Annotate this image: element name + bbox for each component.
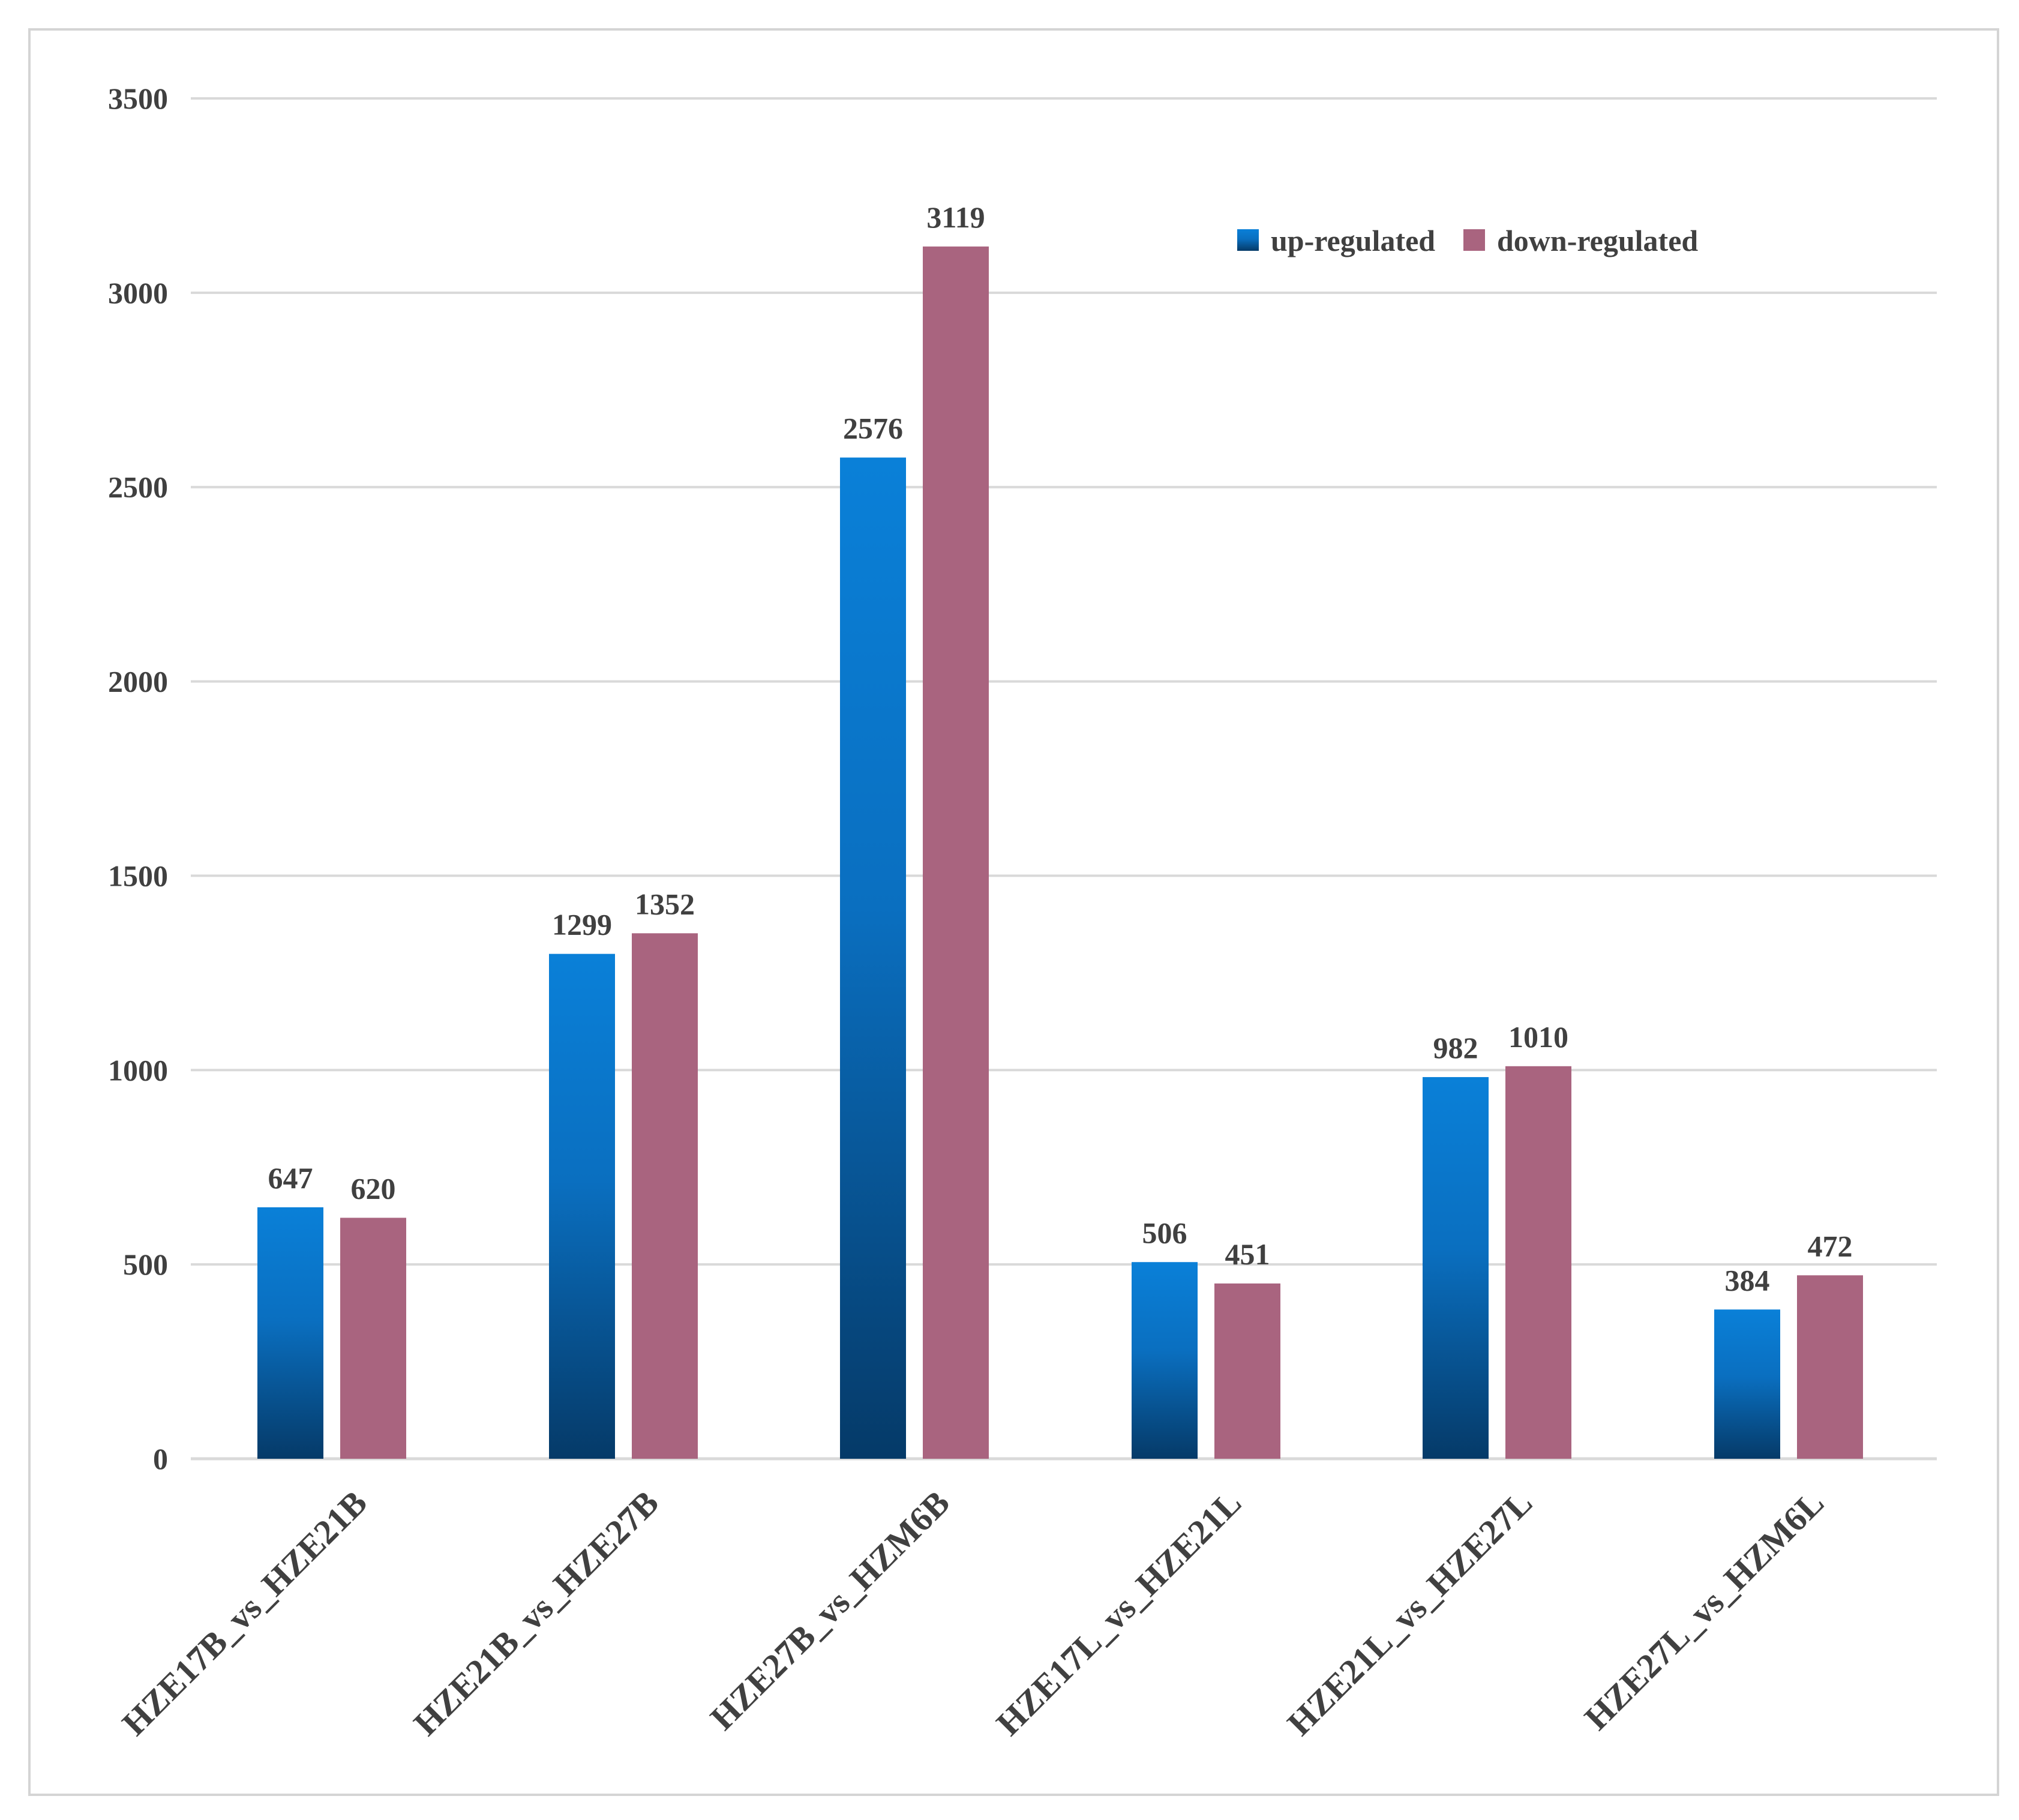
gridlines [191,97,1937,1461]
bar-up-regulated [1132,1262,1198,1459]
legend: up-regulated down-regulated [1237,224,1698,257]
data-label-down: 1010 [1508,1020,1568,1054]
bar-up-regulated [1423,1077,1489,1459]
bar-up-regulated [549,954,615,1459]
x-category-label: HZE27B_vs_HZM6B [703,1483,957,1737]
legend-swatch-down-regulated [1463,229,1485,251]
x-category-label: HZE27L_vs_HZM6L [1577,1483,1831,1737]
y-tick-label: 2500 [108,470,168,504]
data-label-up: 982 [1433,1031,1478,1065]
y-tick-label: 3000 [108,276,168,310]
y-tick-label: 500 [123,1248,168,1281]
legend-swatch-up-regulated [1237,229,1259,251]
legend-label-down-regulated: down-regulated [1497,224,1698,257]
bar-down-regulated [1214,1283,1280,1459]
x-category-label: HZE17B_vs_HZE21B [115,1483,374,1743]
data-label-up: 1299 [552,908,612,942]
x-category-label: HZE17L_vs_HZE21L [989,1483,1249,1743]
bar-down-regulated [340,1218,406,1459]
y-axis-ticks: 0 500 1000 1500 2000 2500 3000 3500 [108,82,168,1476]
bar-up-regulated [257,1207,323,1459]
bar-down-regulated [923,246,989,1459]
x-category-label: HZE21B_vs_HZE27B [406,1483,666,1743]
data-label-down: 472 [1808,1229,1853,1263]
bar-up-regulated [1714,1309,1780,1459]
data-label-down: 1352 [635,887,695,921]
legend-label-up-regulated: up-regulated [1271,224,1435,257]
data-label-up: 2576 [843,411,903,445]
y-tick-label: 1500 [108,859,168,892]
x-axis-categories: HZE17B_vs_HZE21B HZE21B_vs_HZE27B HZE27B_v… [115,1483,1831,1743]
data-label-down: 620 [351,1171,396,1205]
data-label-down: 3119 [926,200,985,234]
x-category-label: HZE21L_vs_HZE27L [1280,1483,1540,1743]
chart-frame [28,28,1999,1796]
bar-down-regulated [1797,1275,1863,1459]
data-label-down: 451 [1225,1237,1270,1271]
data-labels: 647 620 1299 1352 2576 3119 506 451 982 1010 384 47… [268,200,1853,1297]
y-tick-label: 2000 [108,665,168,698]
data-label-up: 506 [1142,1216,1187,1249]
y-tick-label: 1000 [108,1053,168,1087]
bar-down-regulated [632,933,698,1459]
y-tick-label: 3500 [108,82,168,115]
data-label-up: 384 [1725,1263,1770,1297]
bar-down-regulated [1505,1066,1571,1459]
y-tick-label: 0 [153,1442,168,1476]
bar-up-regulated [840,457,906,1459]
data-label-up: 647 [268,1161,313,1195]
bars [257,246,1863,1459]
